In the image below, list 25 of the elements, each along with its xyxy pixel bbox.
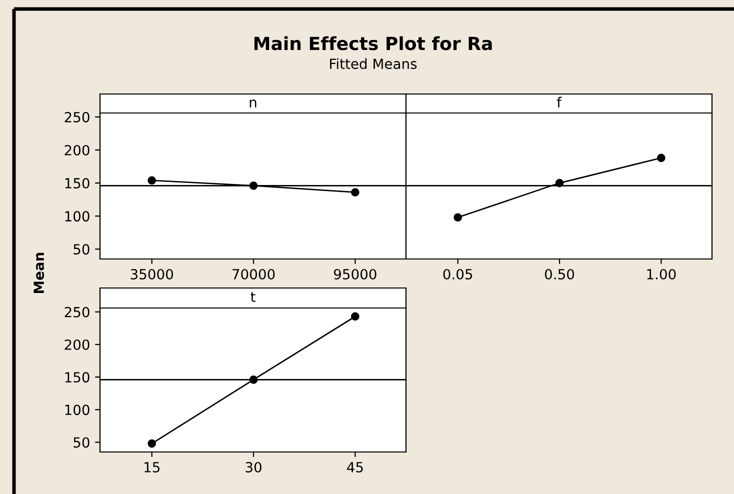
chart-title: f	[556, 96, 562, 108]
y-axis-title: Mean	[34, 252, 44, 293]
x-tick-label: 95000	[334, 268, 376, 280]
y-tick-label: 200	[64, 144, 90, 156]
y-tick-label: 100	[65, 211, 90, 222]
y-tick-label: 150	[65, 178, 90, 188]
y-tick-label: 250	[64, 306, 90, 318]
y-tick-label: 150	[65, 372, 90, 383]
text: Fitted Means	[330, 58, 417, 70]
x-tick-label: 0.50	[544, 268, 574, 280]
y-tick-label: 100	[65, 404, 90, 416]
y-tick-label: 250	[64, 112, 90, 122]
chart-title: t	[250, 292, 256, 302]
x-tick-label: 0.05	[443, 268, 472, 280]
text: Main Effects Plot for Ra	[254, 36, 492, 50]
x-tick-label: 45	[347, 462, 363, 472]
x-tick-label: 1.00	[647, 268, 676, 280]
x-tick-label: 35000	[130, 268, 174, 280]
y-tick-label: 50	[74, 244, 90, 255]
x-tick-label: 15	[144, 462, 160, 472]
y-tick-label: 200	[64, 339, 90, 350]
x-tick-label: 30	[246, 462, 262, 472]
chart-title: n	[250, 100, 256, 108]
x-tick-label: 70000	[232, 268, 275, 280]
y-tick-label: 50	[74, 437, 90, 448]
